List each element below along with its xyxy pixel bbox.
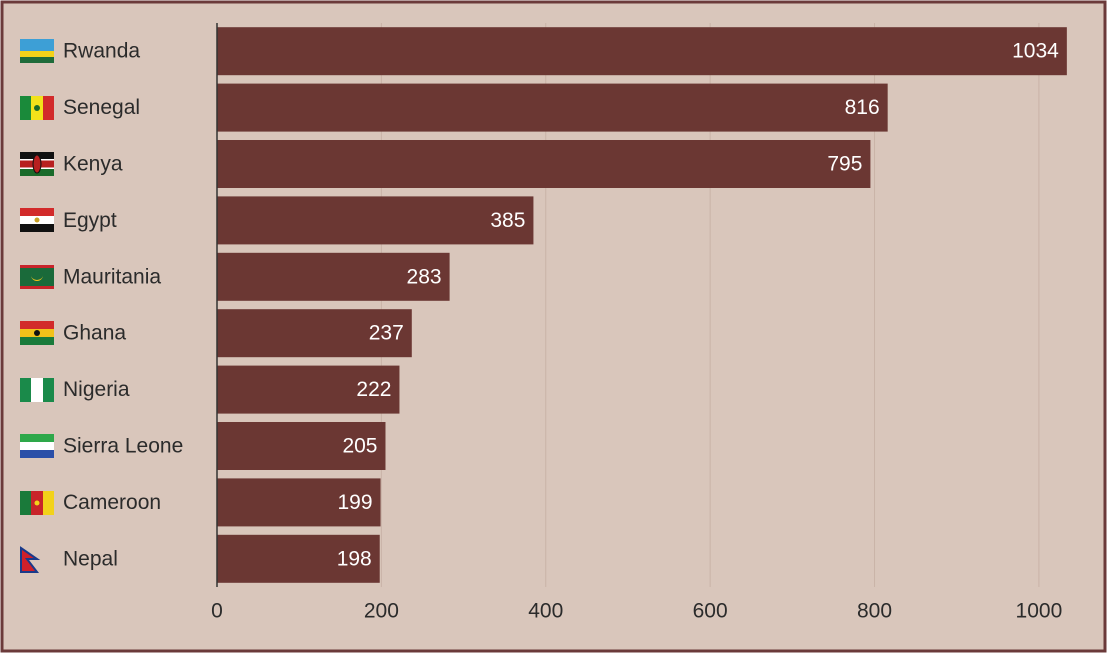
y-tick-label: Kenya xyxy=(63,153,123,176)
y-tick-label: Egypt xyxy=(63,209,117,232)
flag xyxy=(20,39,54,63)
x-tick-label: 600 xyxy=(693,600,728,623)
flag xyxy=(20,546,41,573)
bar xyxy=(217,252,450,301)
bar xyxy=(217,83,888,132)
value-label: 198 xyxy=(337,547,372,570)
y-tick-label: Nepal xyxy=(63,547,118,570)
flag xyxy=(20,96,54,120)
value-label: 816 xyxy=(845,96,880,119)
y-tick-label: Cameroon xyxy=(63,491,161,514)
bar xyxy=(217,478,381,527)
y-tick-label: Nigeria xyxy=(63,378,130,401)
y-tick-label: Senegal xyxy=(63,96,140,119)
bar xyxy=(217,140,871,188)
bar xyxy=(217,196,534,245)
bar xyxy=(217,534,380,583)
flags xyxy=(20,39,54,573)
flag xyxy=(20,434,54,458)
flag xyxy=(20,491,54,515)
x-tick-label: 800 xyxy=(857,600,892,623)
value-label: 237 xyxy=(369,322,404,345)
flag xyxy=(20,152,54,176)
bar xyxy=(217,309,412,358)
y-tick-label: Sierra Leone xyxy=(63,435,183,458)
y-tick-label: Ghana xyxy=(63,322,126,345)
bar xyxy=(217,422,386,470)
flag xyxy=(20,321,54,345)
y-tick-label: Mauritania xyxy=(63,265,161,288)
value-label: 795 xyxy=(827,153,862,176)
value-label: 199 xyxy=(338,491,373,514)
value-label: 283 xyxy=(407,265,442,288)
flag xyxy=(20,208,54,232)
value-label: 385 xyxy=(490,209,525,232)
x-tick-label: 0 xyxy=(211,600,223,623)
value-label: 222 xyxy=(356,378,391,401)
x-tick-label: 200 xyxy=(364,600,399,623)
bar xyxy=(217,365,400,414)
value-label: 205 xyxy=(342,435,377,458)
flag xyxy=(20,265,54,289)
y-tick-label: Rwanda xyxy=(63,40,140,63)
bar xyxy=(217,27,1067,76)
flag xyxy=(20,378,54,402)
value-label: 1034 xyxy=(1012,40,1059,63)
x-tick-label: 400 xyxy=(528,600,563,623)
x-tick-label: 1000 xyxy=(1016,600,1063,623)
